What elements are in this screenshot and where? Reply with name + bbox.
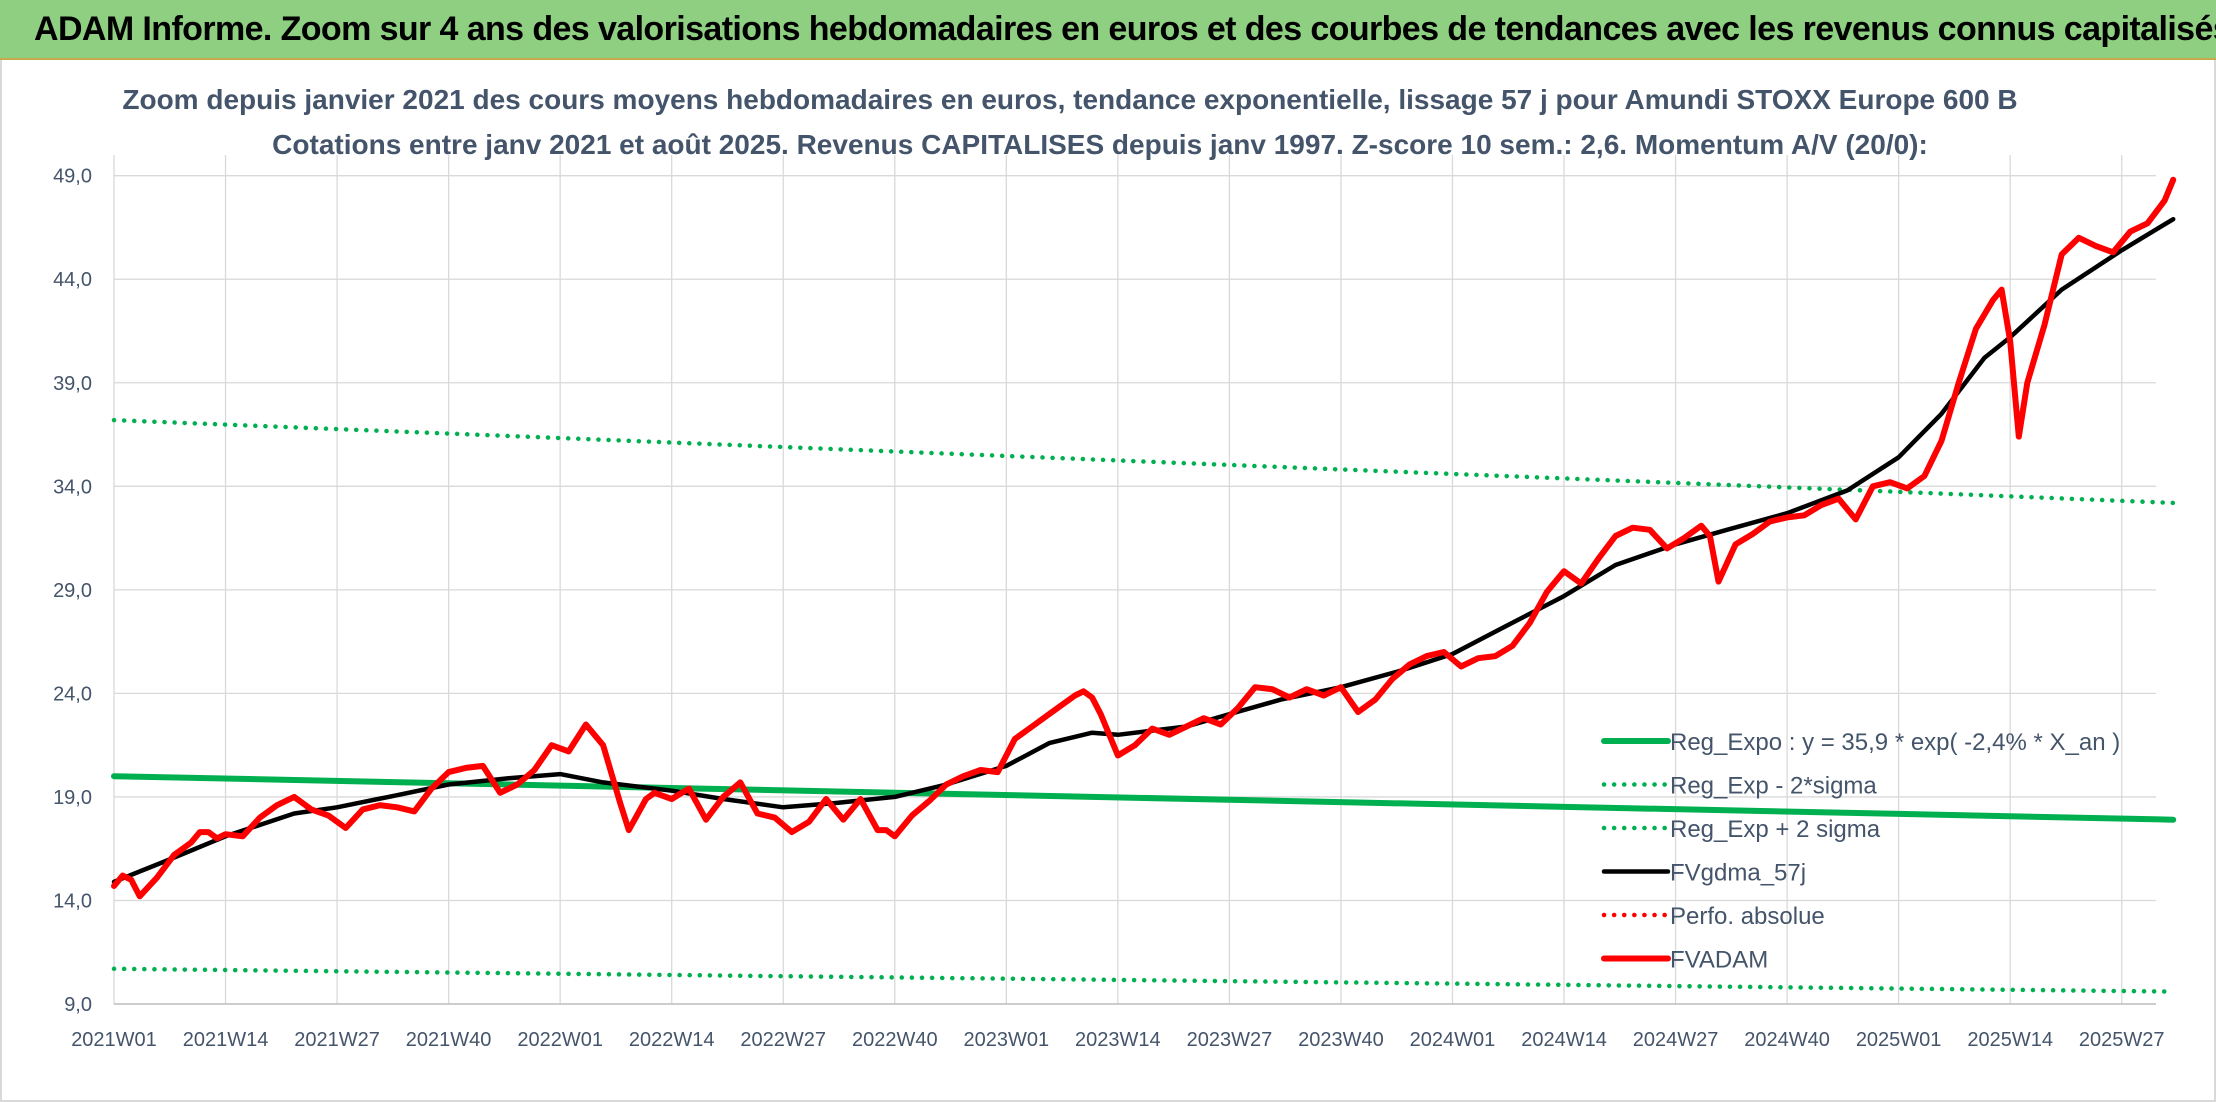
x-tick-label: 2022W40 <box>852 1029 938 1051</box>
legend: Reg_Expo : y = 35,9 * exp( -2,4% * X_an … <box>1601 729 2120 974</box>
x-tick-label: 2023W01 <box>964 1029 1050 1051</box>
y-tick-label: 39,0 <box>53 373 92 395</box>
y-tick-label: 24,0 <box>53 683 92 705</box>
axes: 9,0 14,0 19,0 24,0 29,0 34,0 39,0 44,0 49,0 2021W… <box>53 166 2164 1051</box>
x-tick-label: 2025W01 <box>1856 1029 1942 1051</box>
legend-label-2: Reg_Exp + 2 sigma <box>1670 816 1881 843</box>
y-tick-label: 44,0 <box>53 269 92 291</box>
x-tick-label: 2024W40 <box>1744 1029 1830 1051</box>
series-line-2 <box>111 417 2176 506</box>
x-tick-label: 2022W14 <box>629 1029 715 1051</box>
y-tick-label: 49,0 <box>53 166 92 188</box>
banner-title: ADAM Informe. Zoom sur 4 ans des valoris… <box>34 9 2216 48</box>
x-tick-label: 2022W27 <box>740 1029 826 1051</box>
x-tick-label: 2021W27 <box>294 1029 380 1051</box>
y-tick-label: 14,0 <box>53 890 92 912</box>
x-tick-label: 2023W40 <box>1298 1029 1384 1051</box>
chart-title: Zoom depuis janvier 2021 des cours moyen… <box>122 84 2017 115</box>
legend-label-5: FVADAM <box>1670 947 1768 974</box>
x-tick-label: 2023W14 <box>1075 1029 1161 1051</box>
x-tick-label: 2021W40 <box>406 1029 492 1051</box>
legend-label-3: FVgdma_57j <box>1670 860 1806 887</box>
y-tick-label: 34,0 <box>53 476 92 498</box>
x-tick-label: 2025W27 <box>2079 1029 2165 1051</box>
y-tick-label: 9,0 <box>64 994 92 1016</box>
legend-label-1: Reg_Exp - 2*sigma <box>1670 773 1877 800</box>
y-tick-label: 29,0 <box>53 580 92 602</box>
x-tick-label: 2024W14 <box>1521 1029 1607 1051</box>
x-tick-label: 2021W14 <box>183 1029 269 1051</box>
x-tick-label: 2022W01 <box>517 1029 603 1051</box>
legend-label-0: Reg_Expo : y = 35,9 * exp( -2,4% * X_an … <box>1670 729 2120 756</box>
y-tick-label: 19,0 <box>53 787 92 809</box>
series-line-1 <box>111 966 2176 994</box>
x-tick-label: 2024W27 <box>1633 1029 1719 1051</box>
x-tick-label: 2024W01 <box>1410 1029 1496 1051</box>
report-banner: ADAM Informe. Zoom sur 4 ans des valoris… <box>0 0 2216 60</box>
x-tick-label: 2021W01 <box>71 1029 157 1051</box>
series-group <box>111 176 2177 994</box>
series-line-5 <box>111 176 2177 900</box>
chart-subtitle: Cotations entre janv 2021 et août 2025. … <box>272 129 1928 160</box>
grid <box>113 155 2156 1005</box>
x-tick-label: 2025W14 <box>1967 1029 2053 1051</box>
legend-label-4: Perfo. absolue <box>1670 903 1825 930</box>
x-tick-label: 2023W27 <box>1187 1029 1273 1051</box>
